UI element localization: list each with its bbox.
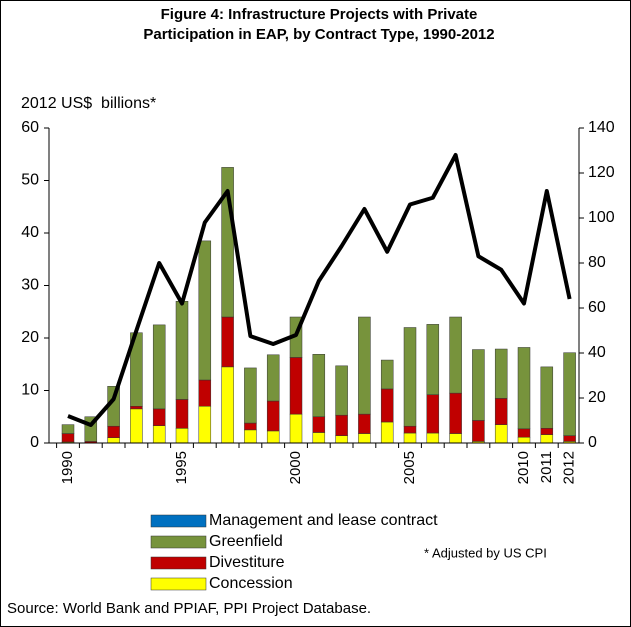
y-tick-label: 10 [21, 382, 39, 399]
bar [130, 408, 143, 444]
legend-swatch [150, 577, 207, 591]
bar [403, 432, 417, 444]
bar [244, 422, 257, 431]
bar [107, 425, 120, 439]
bar [358, 413, 371, 434]
bar [335, 414, 348, 436]
y2-tick-label: 0 [588, 434, 597, 451]
bar [244, 367, 257, 424]
line [67, 153, 572, 427]
bar [540, 366, 554, 429]
bar [152, 324, 166, 410]
bar [472, 420, 485, 442]
bar [266, 354, 280, 402]
y-axis-label: 2012 US$ billions* [21, 95, 156, 112]
legend-label: Divestiture [209, 554, 285, 571]
y2-tick-label: 80 [588, 254, 606, 271]
bar [380, 359, 394, 390]
y-tick-label: 30 [21, 277, 39, 294]
y2-tick-label: 20 [588, 389, 606, 406]
source: Source: World Bank and PPIAF, PPI Projec… [7, 600, 371, 617]
bar [540, 428, 554, 435]
bar [312, 416, 326, 433]
bar [61, 433, 75, 443]
bar [380, 421, 394, 444]
legend-label: Concession [209, 575, 293, 592]
bar [175, 428, 189, 444]
y-tick-label: 20 [21, 329, 39, 346]
bar [221, 316, 234, 368]
bar [517, 428, 531, 438]
y-tick-label: 0 [30, 434, 39, 451]
bar [61, 424, 75, 434]
bar [289, 413, 303, 444]
bar [540, 434, 554, 444]
y2-tick-label: 100 [588, 209, 615, 226]
bar [289, 357, 303, 415]
bar [358, 433, 371, 444]
bar [403, 327, 417, 427]
chart-title: Figure 4: Infrastructure Projects with P… [143, 6, 495, 43]
bar [426, 432, 440, 444]
legend-swatch [150, 556, 207, 570]
bar [563, 435, 576, 442]
bar [312, 354, 326, 417]
bar [426, 394, 440, 434]
y2-tick-label: 120 [588, 164, 615, 181]
bar [198, 240, 212, 381]
x-tick-label: 1990 [59, 451, 76, 484]
bar [198, 406, 212, 444]
note: * Adjusted by US CPI [424, 545, 547, 560]
bar [335, 365, 348, 416]
bar [403, 425, 417, 434]
x-tick-label: 2010 [515, 451, 532, 484]
bar [152, 408, 166, 426]
x-tick-label: 2011 [538, 451, 555, 483]
bar [130, 406, 143, 410]
bar [494, 424, 508, 444]
bar [175, 399, 189, 429]
bar [266, 430, 280, 444]
x-tick-label: 2005 [401, 451, 418, 484]
y-tick-label: 50 [21, 172, 39, 189]
y2-tick-label: 60 [588, 299, 606, 316]
bar [449, 392, 462, 434]
bar [312, 432, 326, 444]
bar [380, 388, 394, 423]
legend-swatch [150, 514, 207, 528]
bar [152, 425, 166, 444]
bar [494, 398, 508, 425]
x-tick-label: 2012 [561, 451, 578, 484]
bar [563, 352, 576, 436]
y2-tick-label: 40 [588, 344, 606, 361]
y2-tick-label: 140 [588, 119, 615, 136]
bar [472, 349, 485, 421]
bar [517, 347, 531, 430]
legend-swatch [150, 535, 207, 549]
bar [244, 429, 257, 444]
legend-label: Greenfield [209, 533, 283, 550]
legend-label: Management and lease contract [209, 512, 438, 529]
x-tick-label: 1995 [173, 451, 190, 484]
y-tick-label: 40 [21, 224, 39, 241]
y-tick-label: 60 [21, 119, 39, 136]
bar [517, 436, 531, 444]
bar [107, 437, 120, 444]
x-tick-label: 2000 [287, 451, 304, 484]
bar [175, 301, 189, 400]
bar [494, 348, 508, 399]
bar [358, 316, 371, 415]
bar [335, 435, 348, 444]
bar [449, 433, 462, 444]
bar [266, 400, 280, 432]
bar [426, 324, 440, 395]
bar [198, 379, 212, 407]
bar [221, 366, 234, 444]
bar [449, 316, 462, 394]
